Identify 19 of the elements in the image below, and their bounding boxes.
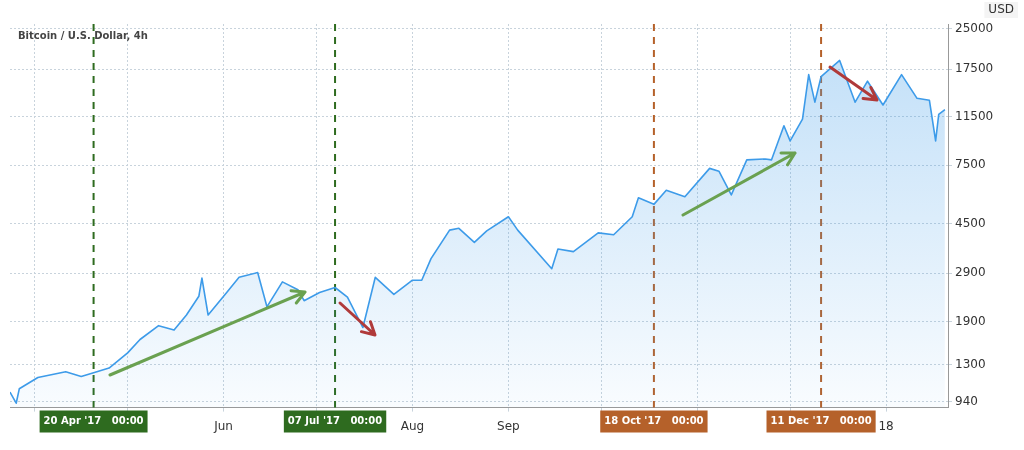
y-tick-label: 17500 [955, 61, 994, 76]
y-tick-label: 4500 [955, 215, 986, 230]
y-axis-title: USD [988, 2, 1014, 17]
ref-line-label: 20 Apr '17 00:00 [43, 415, 144, 427]
y-tick-label: 11500 [955, 108, 994, 123]
text: Bitcoin / U.S. Dollar, 4h [18, 29, 148, 41]
x-tick-label: Jun [213, 418, 233, 433]
y-tick-label: 25000 [955, 20, 994, 35]
ref-line-label: 11 Dec '17 00:00 [770, 415, 872, 427]
y-tick-label: 1900 [955, 313, 986, 328]
x-tick-label: Aug [400, 418, 425, 433]
y-tick-label: 940 [955, 393, 978, 408]
y-tick-label: 2900 [955, 265, 986, 280]
x-tick-label: 18 [878, 418, 894, 433]
ref-line-label: 18 Oct '17 00:00 [604, 415, 704, 427]
y-tick-label: 1300 [955, 356, 986, 371]
x-tick-label: Sep [497, 418, 520, 433]
y-tick-label: 7500 [955, 157, 986, 172]
ref-line-label: 07 Jul '17 00:00 [287, 415, 383, 427]
